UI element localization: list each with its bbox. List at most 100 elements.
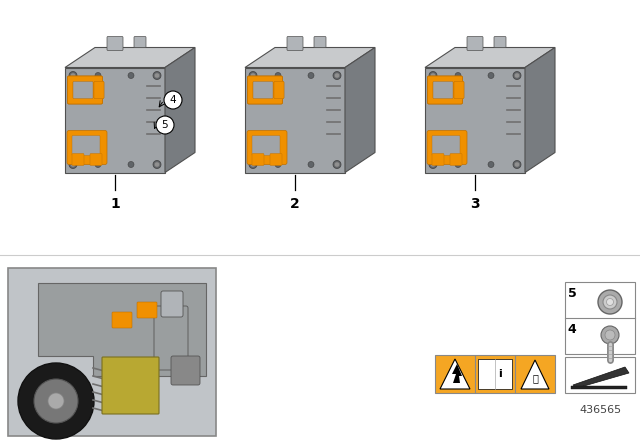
FancyBboxPatch shape xyxy=(433,82,453,99)
Text: 5: 5 xyxy=(568,287,577,300)
Circle shape xyxy=(153,72,161,79)
Circle shape xyxy=(515,162,520,167)
Circle shape xyxy=(333,72,341,79)
Circle shape xyxy=(605,330,615,340)
FancyBboxPatch shape xyxy=(73,82,93,99)
Polygon shape xyxy=(165,47,195,172)
Circle shape xyxy=(34,379,78,423)
FancyBboxPatch shape xyxy=(134,36,146,47)
Polygon shape xyxy=(521,360,549,389)
FancyBboxPatch shape xyxy=(428,76,463,104)
FancyBboxPatch shape xyxy=(137,302,157,318)
Circle shape xyxy=(603,295,617,309)
Circle shape xyxy=(455,161,461,168)
FancyBboxPatch shape xyxy=(94,82,104,99)
Circle shape xyxy=(95,73,101,78)
Circle shape xyxy=(69,160,77,168)
FancyBboxPatch shape xyxy=(252,154,264,165)
FancyBboxPatch shape xyxy=(427,130,467,164)
Bar xyxy=(565,282,635,354)
Circle shape xyxy=(598,290,622,314)
FancyBboxPatch shape xyxy=(454,82,464,99)
FancyBboxPatch shape xyxy=(67,76,102,104)
FancyBboxPatch shape xyxy=(494,36,506,47)
Circle shape xyxy=(48,393,64,409)
FancyBboxPatch shape xyxy=(73,82,93,99)
Circle shape xyxy=(70,162,76,167)
Polygon shape xyxy=(440,359,470,389)
Text: 3: 3 xyxy=(470,197,480,211)
Polygon shape xyxy=(345,47,375,172)
Circle shape xyxy=(488,161,494,168)
Circle shape xyxy=(429,72,437,79)
Text: ✋: ✋ xyxy=(532,373,538,383)
FancyBboxPatch shape xyxy=(102,357,159,414)
Circle shape xyxy=(513,72,521,79)
Circle shape xyxy=(128,161,134,168)
Circle shape xyxy=(513,160,521,168)
Bar xyxy=(245,68,345,172)
Polygon shape xyxy=(525,47,555,172)
Circle shape xyxy=(128,73,134,78)
FancyBboxPatch shape xyxy=(253,82,273,99)
Bar xyxy=(65,68,165,172)
FancyBboxPatch shape xyxy=(67,76,102,104)
Circle shape xyxy=(249,72,257,79)
Circle shape xyxy=(18,363,94,439)
Circle shape xyxy=(308,73,314,78)
Circle shape xyxy=(335,162,339,167)
Circle shape xyxy=(95,161,101,168)
FancyBboxPatch shape xyxy=(270,154,282,165)
Text: 5: 5 xyxy=(162,120,168,130)
FancyBboxPatch shape xyxy=(433,82,453,99)
Circle shape xyxy=(275,161,281,168)
Circle shape xyxy=(455,73,461,78)
Polygon shape xyxy=(452,364,462,383)
Text: i: i xyxy=(498,369,502,379)
FancyBboxPatch shape xyxy=(248,76,282,104)
Circle shape xyxy=(156,116,174,134)
Circle shape xyxy=(488,73,494,78)
Bar xyxy=(565,357,635,393)
FancyBboxPatch shape xyxy=(253,82,273,99)
FancyBboxPatch shape xyxy=(274,82,284,99)
FancyBboxPatch shape xyxy=(248,76,282,104)
FancyBboxPatch shape xyxy=(432,154,444,165)
Circle shape xyxy=(429,160,437,168)
Polygon shape xyxy=(245,47,375,68)
FancyBboxPatch shape xyxy=(247,130,287,164)
FancyBboxPatch shape xyxy=(428,76,463,104)
Circle shape xyxy=(308,161,314,168)
Circle shape xyxy=(249,160,257,168)
FancyBboxPatch shape xyxy=(450,154,462,165)
FancyBboxPatch shape xyxy=(467,36,483,51)
Circle shape xyxy=(333,160,341,168)
FancyBboxPatch shape xyxy=(72,154,84,165)
FancyBboxPatch shape xyxy=(314,36,326,47)
Text: 436565: 436565 xyxy=(579,405,621,415)
Circle shape xyxy=(164,91,182,109)
Circle shape xyxy=(250,73,255,78)
FancyBboxPatch shape xyxy=(454,82,464,99)
Circle shape xyxy=(70,73,76,78)
FancyBboxPatch shape xyxy=(90,154,102,165)
Circle shape xyxy=(154,73,159,78)
FancyBboxPatch shape xyxy=(287,36,303,51)
Circle shape xyxy=(275,73,281,78)
Polygon shape xyxy=(65,47,195,68)
Circle shape xyxy=(69,72,77,79)
Text: 2: 2 xyxy=(290,197,300,211)
Bar xyxy=(8,268,216,436)
Text: 4: 4 xyxy=(170,95,176,105)
FancyBboxPatch shape xyxy=(252,135,280,155)
Bar xyxy=(478,359,512,389)
FancyBboxPatch shape xyxy=(107,36,123,51)
FancyBboxPatch shape xyxy=(161,291,183,317)
Polygon shape xyxy=(38,283,206,376)
FancyBboxPatch shape xyxy=(154,306,188,370)
Circle shape xyxy=(607,298,614,306)
Polygon shape xyxy=(425,47,555,68)
Circle shape xyxy=(153,160,161,168)
FancyBboxPatch shape xyxy=(72,135,100,155)
FancyBboxPatch shape xyxy=(274,82,284,99)
